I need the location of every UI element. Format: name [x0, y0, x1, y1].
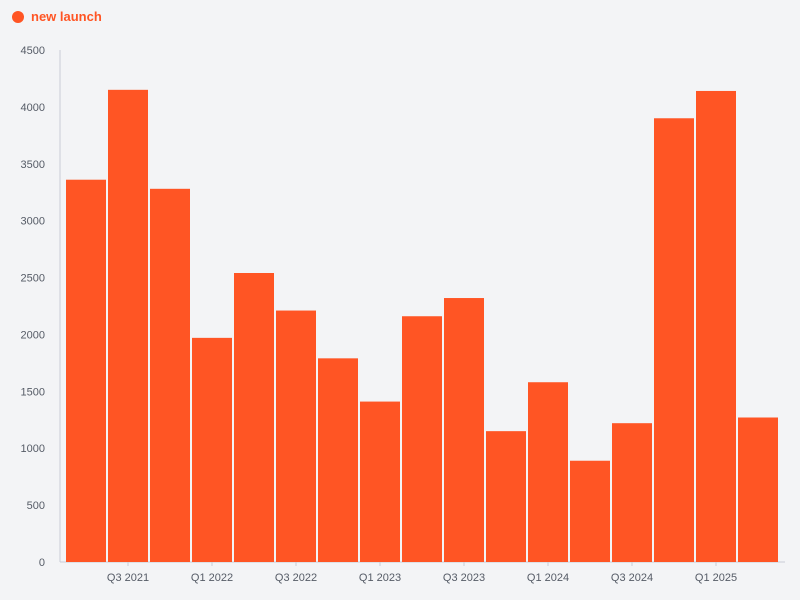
y-tick-label: 4000	[21, 102, 45, 114]
bar	[444, 298, 484, 562]
x-tick-label: Q3 2021	[107, 572, 149, 584]
bar	[738, 417, 778, 562]
x-tick-label: Q1 2024	[527, 572, 569, 584]
y-tick-label: 4500	[21, 45, 45, 57]
bar	[234, 273, 274, 562]
bar	[318, 358, 358, 562]
bar	[150, 188, 190, 562]
y-tick-label: 2000	[21, 329, 45, 341]
bar	[696, 90, 736, 563]
x-tick-label: Q1 2025	[695, 572, 737, 584]
x-tick-label: Q1 2022	[191, 572, 233, 584]
legend-swatch	[12, 11, 24, 23]
x-tick-label: Q1 2023	[359, 572, 401, 584]
bar	[192, 337, 232, 562]
bar	[570, 460, 610, 562]
bar	[528, 382, 568, 562]
legend: new launch	[12, 9, 102, 25]
y-tick-label: 0	[39, 557, 45, 569]
y-tick-label: 3000	[21, 216, 45, 228]
x-tick-label: Q3 2022	[275, 572, 317, 584]
bar	[276, 310, 316, 562]
y-tick-label: 2500	[21, 273, 45, 285]
bar	[360, 401, 400, 562]
bars	[66, 89, 778, 563]
bar	[402, 316, 442, 562]
bar	[654, 118, 694, 563]
legend-label: new launch	[31, 9, 102, 24]
bar	[612, 423, 652, 562]
y-tick-label: 500	[27, 500, 45, 512]
y-axis: 0 500 1000 1500 2000 2500 3000 3500 4000 4500	[21, 45, 61, 569]
y-tick-label: 1000	[21, 443, 45, 455]
x-tick-label: Q3 2024	[611, 572, 653, 584]
bar	[486, 431, 526, 562]
y-tick-label: 1500	[21, 386, 45, 398]
x-axis: Q3 2021 Q1 2022 Q3 2022 Q1 2023 Q3 2023 Q1 20…	[60, 561, 785, 584]
bar	[108, 89, 148, 563]
bar	[66, 179, 106, 562]
y-tick-label: 3500	[21, 159, 45, 171]
x-tick-label: Q3 2023	[443, 572, 485, 584]
